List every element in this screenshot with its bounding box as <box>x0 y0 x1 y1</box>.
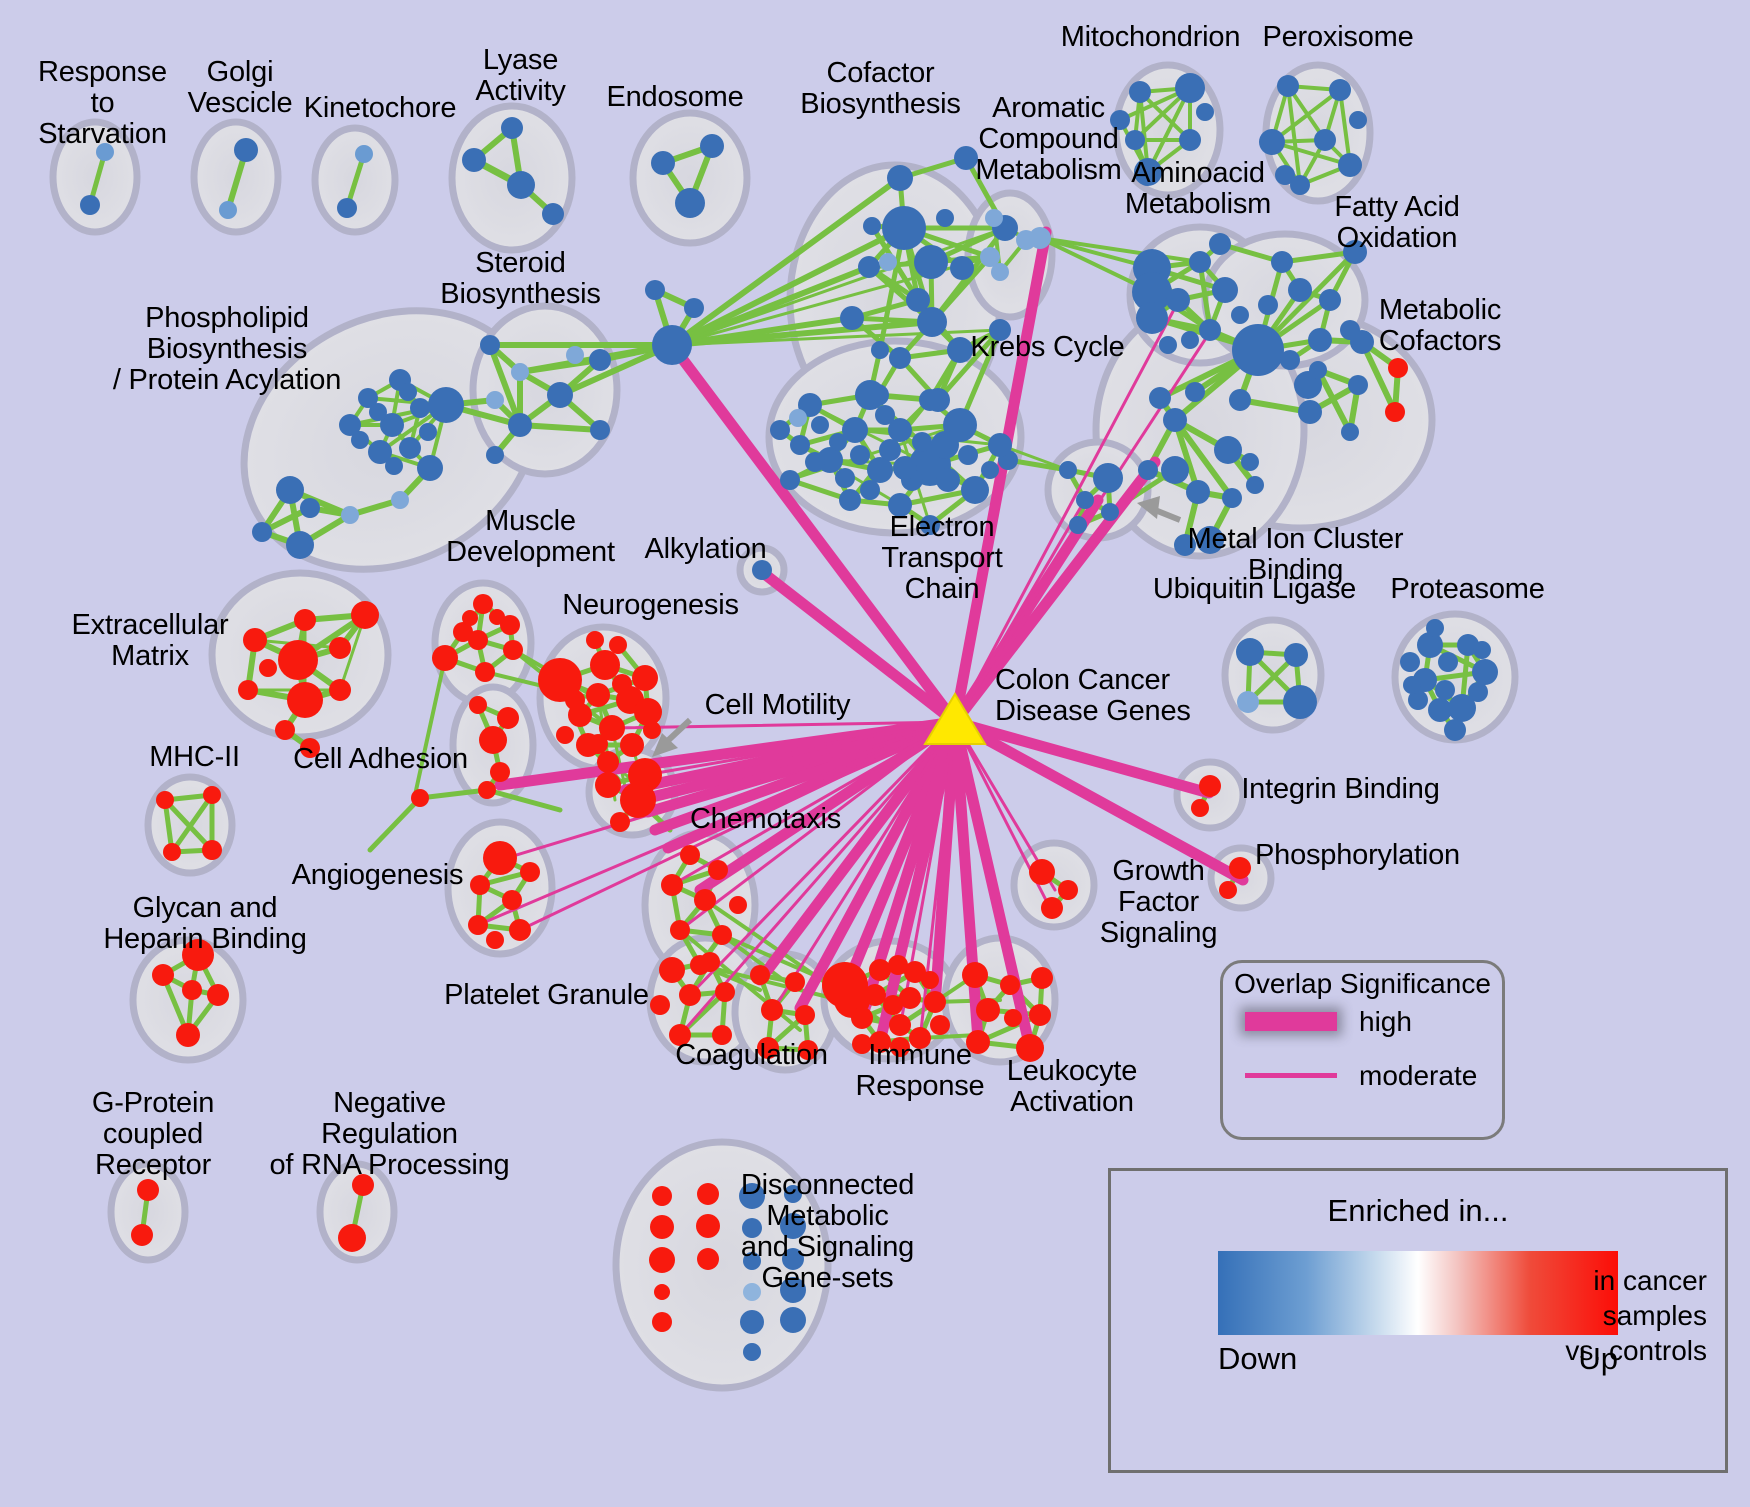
high-significance-label: high <box>1359 1005 1412 1037</box>
label-peroxisome: Peroxisome <box>1262 21 1414 53</box>
label-mhc-ii: MHC-II <box>149 741 240 773</box>
label-leukocyte-activation: Leukocyte Activation <box>1006 1055 1138 1119</box>
label-electron-transport-chain: Electron Transport Chain <box>881 511 1003 606</box>
label-disconnected-gene-sets: Disconnected Metabolic and Signaling Gen… <box>740 1169 915 1295</box>
label-cell-adhesion: Cell Adhesion <box>293 743 468 775</box>
label-mitochondrion: Mitochondrion <box>1060 21 1241 53</box>
enrichment-colorbar <box>1218 1251 1618 1335</box>
label-cofactor-biosynthesis: Cofactor Biosynthesis <box>800 57 961 121</box>
label-platelet-granule: Platelet Granule <box>444 979 649 1011</box>
colon-cancer-hub-triangle[interactable] <box>923 692 987 745</box>
label-proteasome: Proteasome <box>1390 573 1545 605</box>
label-immune-response: Immune Response <box>855 1039 985 1103</box>
significance-edges <box>476 226 1249 1054</box>
label-cell-motility: Cell Motility <box>704 689 851 721</box>
cluster-endosome[interactable] <box>629 109 751 247</box>
label-g-protein-coupled-receptor: G-Protein coupled Receptor <box>91 1087 215 1182</box>
enrichment-colorbar-ticks: Down Up <box>1218 1341 1618 1377</box>
label-fatty-acid-oxidation: Fatty Acid Oxidation <box>1334 191 1460 255</box>
enrichment-min-label: Down <box>1218 1341 1298 1376</box>
overlap-legend-title: Overlap Significance <box>1234 968 1491 999</box>
label-kinetochore: Kinetochore <box>303 92 457 124</box>
label-endosome: Endosome <box>606 81 744 113</box>
page-title: Colon Cancer Disease Genes <box>995 664 1191 728</box>
high-significance-swatch <box>1245 1012 1337 1032</box>
label-glycan-heparin-binding: Glycan and Heparin Binding <box>103 892 307 956</box>
moderate-significance-label: moderate <box>1359 1059 1478 1091</box>
label-steroid-biosynthesis: Steroid Biosynthesis <box>440 247 601 311</box>
label-lyase-activity: Lyase Activity <box>475 44 566 108</box>
overlap-significance-legend: Overlap Significance high moderate <box>1220 960 1505 1140</box>
label-negative-regulation-rna-processing: Negative Regulation of RNA Processing <box>269 1087 510 1182</box>
cluster-response-to-starvation[interactable] <box>49 118 141 236</box>
moderate-significance-swatch <box>1245 1073 1337 1079</box>
annotation-arrows <box>652 496 1182 757</box>
label-neurogenesis: Neurogenesis <box>562 589 739 621</box>
label-ubiquitin-ligase: Ubiquitin Ligase <box>1152 573 1357 605</box>
enriched-legend-title: Enriched in... <box>1327 1193 1509 1228</box>
label-muscle-development: Muscle Development <box>446 505 615 569</box>
overlap-legend-row-high: high <box>1223 1006 1502 1038</box>
cluster-g-protein-coupled-receptor[interactable] <box>107 1160 189 1264</box>
label-extracellular-matrix: Extracellular Matrix <box>71 609 229 673</box>
label-growth-factor-signaling: Growth Factor Signaling <box>1099 855 1218 950</box>
metal-ion-cluster-binding-arrow <box>1137 496 1182 523</box>
label-alkylation: Alkylation <box>644 533 767 565</box>
label-golgi-vesicle: Golgi Vescicle <box>187 56 293 120</box>
gene-set-nodes <box>80 73 1498 1361</box>
label-coagulation: Coagulation <box>675 1039 828 1071</box>
label-phospholipid-biosynthesis: Phospholipid Biosynthesis / Protein Acyl… <box>112 302 342 397</box>
label-metabolic-cofactors: Metabolic Cofactors <box>1378 294 1502 358</box>
label-chemotaxis: Chemotaxis <box>689 803 842 835</box>
label-aromatic-compound-metabolism: Aromatic Compound Metabolism <box>975 92 1122 187</box>
label-response-to-starvation: Response to Starvation <box>38 56 167 151</box>
label-phosphorylation: Phosphorylation <box>1255 839 1460 871</box>
label-aminoacid-metabolism: Aminoacid Metabolism <box>1124 157 1272 221</box>
label-krebs-cycle: Krebs Cycle <box>970 331 1125 363</box>
overlap-legend-row-moderate: moderate <box>1223 1060 1502 1092</box>
enrichment-caption: in cancer samples vs. controls <box>1565 1265 1707 1366</box>
enriched-in-legend: Enriched in... Down Up in cancer samples… <box>1108 1168 1728 1473</box>
label-angiogenesis: Angiogenesis <box>291 859 464 891</box>
label-metal-ion-cluster-binding: Metal Ion Cluster Binding <box>1187 523 1404 587</box>
label-integrin-binding: Integrin Binding <box>1241 773 1440 805</box>
enrichment-max-label: Up <box>1578 1341 1618 1376</box>
cell-motility-arrow <box>652 717 693 757</box>
